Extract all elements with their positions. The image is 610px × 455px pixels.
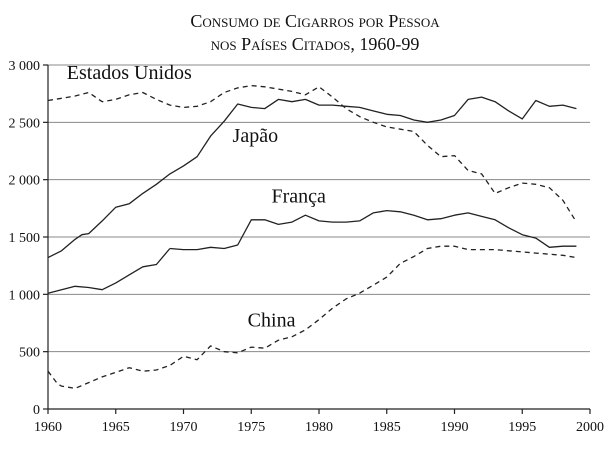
- x-tick-label: 1965: [102, 420, 130, 435]
- y-tick-label: 1 500: [9, 231, 41, 246]
- y-tick-label: 3 000: [9, 59, 41, 74]
- series-line-unlabeled: [47, 248, 171, 294]
- x-tick-label: 1960: [34, 420, 62, 435]
- series-line-china: [47, 245, 577, 390]
- series-label-estados-unidos: Estados Unidos: [67, 62, 192, 84]
- axes: 0 500 1 000 1 500 2 000 2 500 3 000 1960 1965 197…: [9, 59, 605, 435]
- chart-title-line2: nos Países Citados, 1960-99: [211, 34, 420, 54]
- x-tick-label: 1995: [508, 420, 536, 435]
- series-label-china: China: [248, 309, 296, 331]
- grid-lines: [48, 64, 590, 353]
- x-tick-label: 2000: [576, 420, 604, 435]
- series-line-jap-o: [47, 96, 577, 259]
- series-line-estados-unidos: [47, 84, 577, 223]
- y-tick-label: 2 500: [9, 116, 41, 131]
- x-tick-label: 1985: [373, 420, 401, 435]
- series-labels: Estados Unidos Japão França China: [67, 62, 326, 332]
- series-lines: [47, 84, 577, 390]
- x-tick-label: 1990: [441, 420, 469, 435]
- x-tick-label: 1980: [305, 420, 333, 435]
- y-tick-label: 500: [19, 346, 40, 361]
- y-tick-label: 2 000: [9, 174, 41, 189]
- y-tick-label: 0: [33, 403, 40, 418]
- x-tick-label: 1970: [170, 420, 198, 435]
- chart-title-line1: Consumo de Cigarros por Pessoa: [190, 11, 440, 31]
- series-line-fran-a: [169, 209, 577, 251]
- series-label-fran-a: França: [271, 186, 326, 208]
- x-tick-label: 1975: [237, 420, 265, 435]
- y-tick-label: 1 000: [9, 288, 41, 303]
- series-label-jap-o: Japão: [233, 125, 279, 147]
